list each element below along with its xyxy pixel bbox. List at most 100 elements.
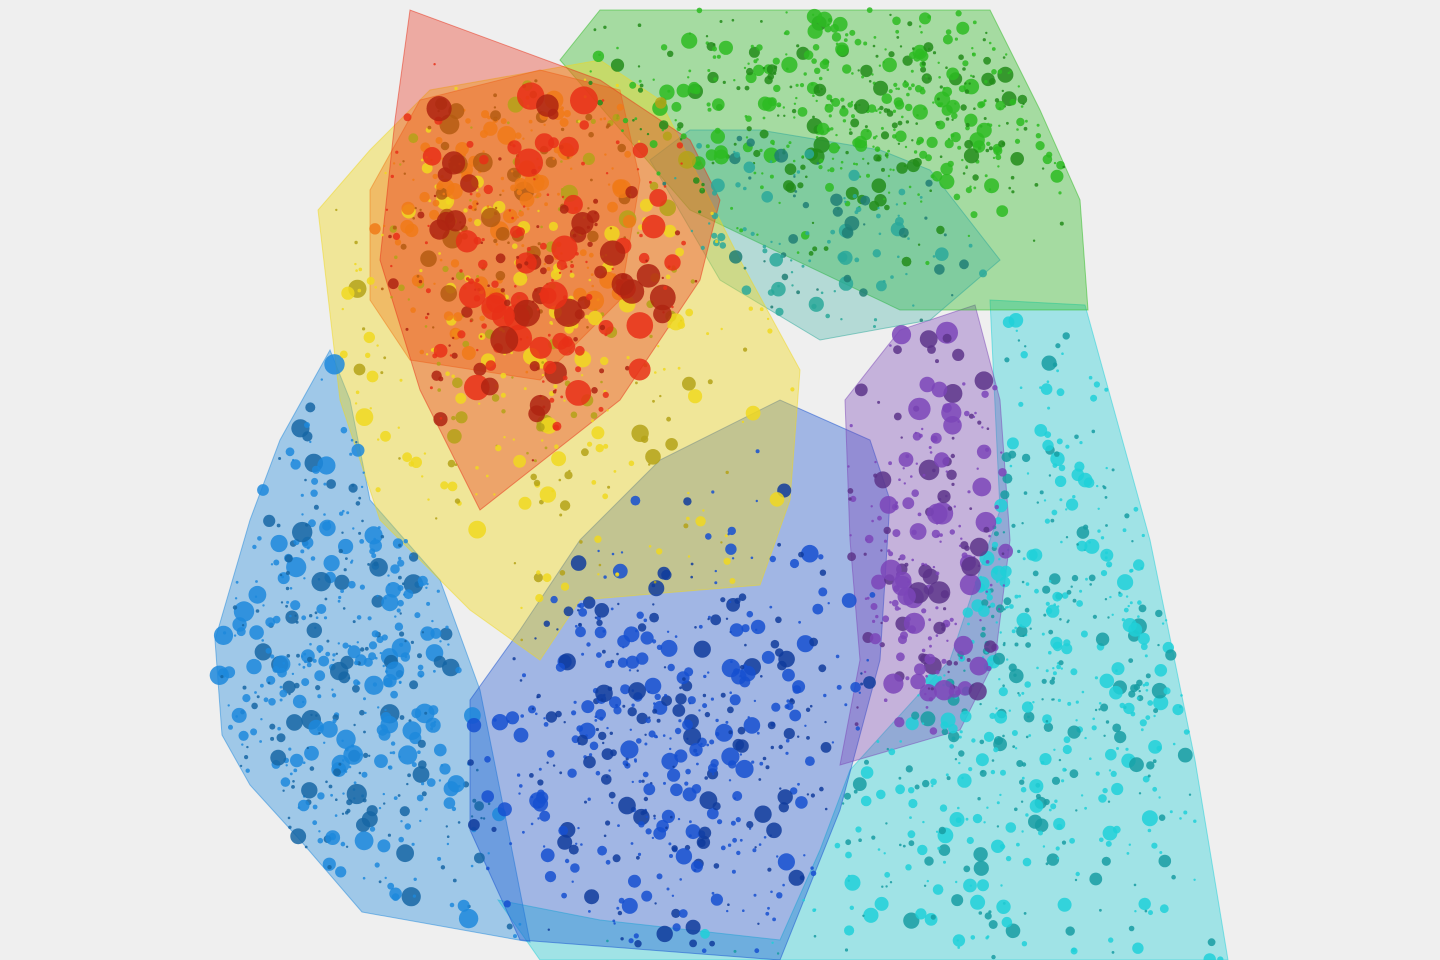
- data-point: [924, 692, 927, 696]
- data-point: [399, 163, 402, 166]
- data-point: [411, 762, 417, 768]
- data-point: [876, 789, 886, 800]
- data-point: [513, 562, 517, 565]
- data-point: [963, 669, 966, 672]
- data-point: [844, 703, 848, 707]
- data-point: [306, 746, 309, 750]
- data-point: [390, 741, 396, 746]
- data-point: [813, 136, 830, 153]
- data-point: [1112, 723, 1122, 733]
- data-point: [653, 827, 667, 840]
- data-point: [827, 169, 830, 172]
- data-point: [911, 711, 920, 720]
- data-point: [536, 308, 540, 311]
- data-point: [1067, 725, 1081, 739]
- data-point: [1142, 775, 1150, 783]
- data-point: [677, 817, 681, 821]
- data-point: [563, 606, 574, 617]
- data-point: [928, 446, 932, 449]
- data-point: [802, 201, 810, 209]
- data-point: [962, 67, 966, 71]
- cluster-points-4: [847, 321, 1013, 735]
- data-point: [945, 623, 949, 627]
- data-point: [685, 308, 694, 317]
- data-point: [289, 587, 293, 590]
- data-point: [711, 490, 715, 494]
- data-point: [1057, 605, 1060, 608]
- data-point: [1108, 937, 1114, 943]
- data-point: [1036, 666, 1039, 670]
- data-point: [827, 602, 830, 605]
- data-point: [910, 475, 913, 478]
- data-point: [1148, 740, 1162, 754]
- data-point: [662, 131, 673, 141]
- data-point: [986, 427, 990, 431]
- data-point: [380, 535, 385, 539]
- data-point: [1159, 904, 1169, 914]
- data-point: [390, 174, 394, 179]
- data-point: [765, 911, 770, 916]
- data-point: [736, 227, 739, 230]
- data-point: [997, 69, 1003, 74]
- data-point: [849, 905, 854, 910]
- data-point: [599, 240, 626, 266]
- data-point: [678, 719, 682, 723]
- data-point: [707, 71, 719, 84]
- data-point: [546, 761, 549, 764]
- data-point: [622, 214, 636, 228]
- data-point: [896, 652, 905, 662]
- data-point: [399, 715, 405, 720]
- data-point: [508, 209, 511, 212]
- data-point: [681, 32, 698, 49]
- data-point: [490, 325, 519, 354]
- data-point: [939, 155, 943, 158]
- data-point: [1058, 191, 1062, 195]
- data-point: [947, 670, 950, 674]
- data-point: [263, 697, 269, 703]
- data-point: [777, 542, 781, 547]
- data-point: [518, 792, 521, 795]
- data-point: [617, 910, 623, 916]
- data-point: [323, 482, 327, 486]
- data-point: [815, 99, 818, 103]
- data-point: [954, 758, 958, 761]
- data-point: [591, 387, 598, 394]
- data-point: [741, 420, 745, 424]
- data-point: [433, 669, 436, 673]
- data-point: [988, 534, 991, 538]
- data-point: [991, 954, 996, 960]
- data-point: [639, 83, 644, 88]
- data-point: [826, 68, 830, 71]
- data-point: [255, 580, 258, 583]
- data-point: [559, 500, 571, 511]
- data-point: [1072, 495, 1076, 499]
- data-point: [342, 607, 346, 610]
- data-point: [356, 615, 362, 620]
- data-point: [1029, 779, 1044, 794]
- data-point: [1101, 856, 1111, 866]
- data-point: [530, 473, 537, 481]
- data-point: [648, 730, 656, 738]
- data-point: [1061, 779, 1065, 783]
- data-point: [1183, 729, 1190, 735]
- data-point: [285, 586, 290, 591]
- data-point: [948, 730, 960, 743]
- data-point: [678, 150, 696, 169]
- data-point: [426, 582, 429, 586]
- data-point: [414, 206, 417, 210]
- data-point: [820, 291, 824, 295]
- data-point: [921, 608, 927, 614]
- data-point: [362, 327, 366, 331]
- data-point: [468, 217, 473, 222]
- data-point: [447, 643, 450, 646]
- data-point: [618, 796, 636, 815]
- data-point: [439, 627, 453, 641]
- data-point: [654, 693, 661, 700]
- data-point: [735, 817, 741, 823]
- data-point: [310, 556, 316, 561]
- data-point: [521, 244, 525, 248]
- data-point: [753, 893, 757, 897]
- data-point: [466, 718, 482, 733]
- data-point: [1045, 862, 1049, 866]
- data-point: [561, 195, 565, 199]
